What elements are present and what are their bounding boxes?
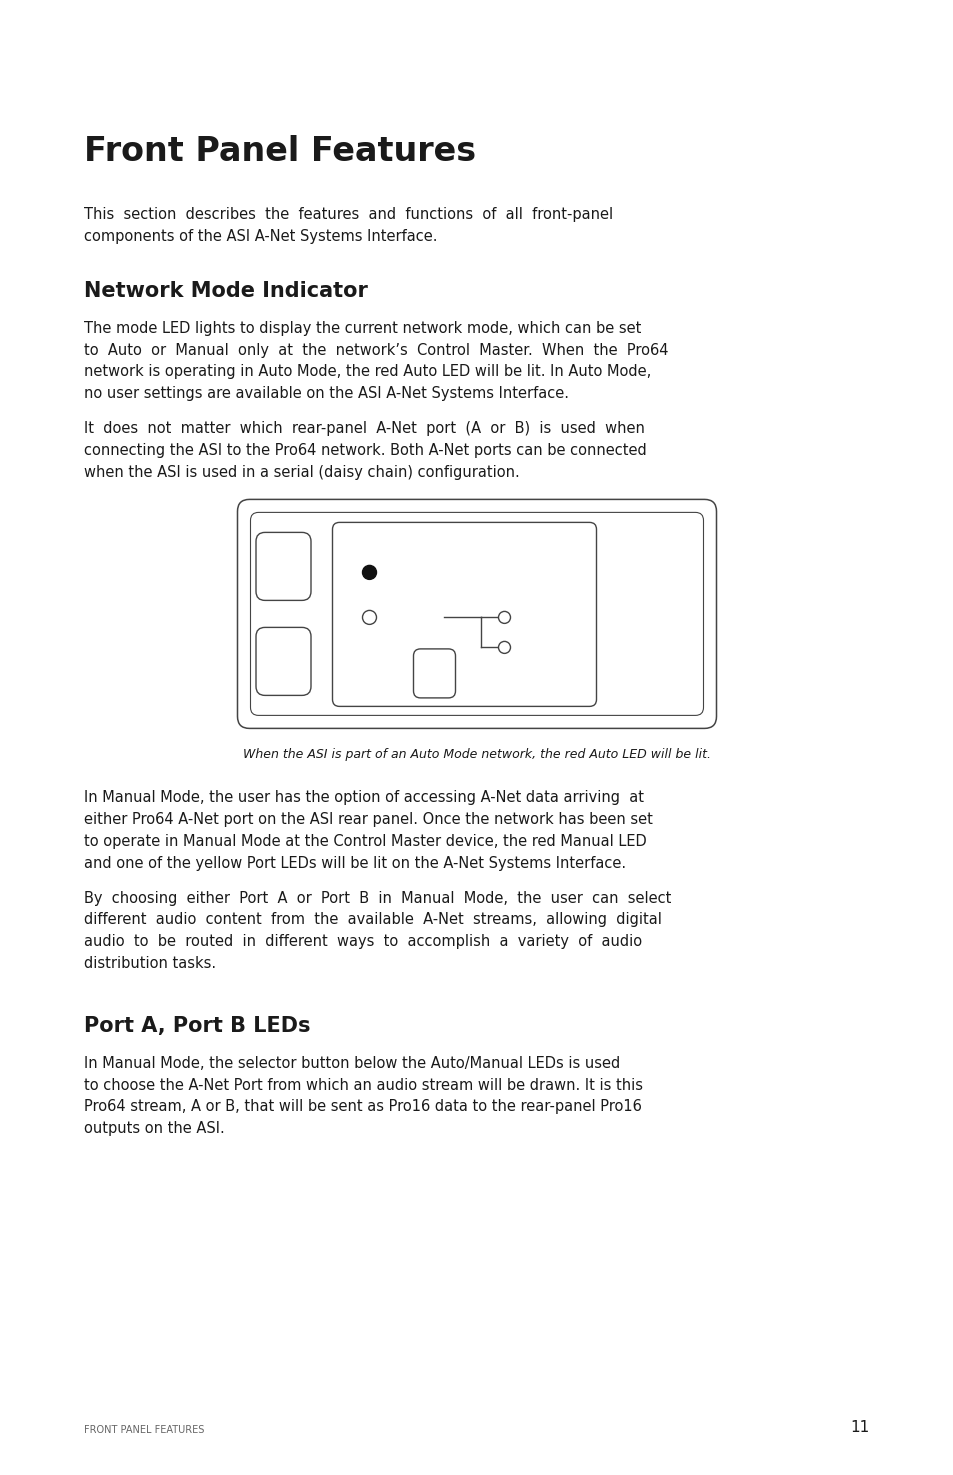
Text: FRONT PANEL FEATURES: FRONT PANEL FEATURES bbox=[85, 1425, 205, 1435]
Text: Network Mode Indicator: Network Mode Indicator bbox=[85, 280, 368, 301]
Text: either Pro64 A-Net port on the ASI rear panel. Once the network has been set: either Pro64 A-Net port on the ASI rear … bbox=[85, 813, 653, 827]
Circle shape bbox=[498, 612, 510, 624]
Text: no user settings are available on the ASI A-Net Systems Interface.: no user settings are available on the AS… bbox=[85, 386, 569, 401]
Text: to  Auto  or  Manual  only  at  the  network’s  Control  Master.  When  the  Pro: to Auto or Manual only at the network’s … bbox=[85, 342, 668, 357]
Text: Front Panel Features: Front Panel Features bbox=[85, 136, 477, 168]
Circle shape bbox=[498, 642, 510, 653]
Text: When the ASI is part of an Auto Mode network, the red Auto LED will be lit.: When the ASI is part of an Auto Mode net… bbox=[243, 748, 710, 761]
Text: Port A: Port A bbox=[515, 612, 546, 622]
Text: Auto: Auto bbox=[382, 566, 410, 578]
Text: The mode LED lights to display the current network mode, which can be set: The mode LED lights to display the curre… bbox=[85, 320, 641, 336]
Circle shape bbox=[362, 565, 376, 580]
Text: to operate in Manual Mode at the Control Master device, the red Manual LED: to operate in Manual Mode at the Control… bbox=[85, 833, 646, 850]
Text: By  choosing  either  Port  A  or  Port  B  in  Manual  Mode,  the  user  can  s: By choosing either Port A or Port B in M… bbox=[85, 891, 671, 906]
Text: In Manual Mode, the selector button below the Auto/Manual LEDs is used: In Manual Mode, the selector button belo… bbox=[85, 1056, 620, 1071]
FancyBboxPatch shape bbox=[237, 500, 716, 729]
Text: outputs on the ASI.: outputs on the ASI. bbox=[85, 1121, 225, 1136]
Text: when the ASI is used in a serial (daisy chain) configuration.: when the ASI is used in a serial (daisy … bbox=[85, 465, 519, 479]
Text: It  does  not  matter  which  rear-panel  A-Net  port  (A  or  B)  is  used  whe: It does not matter which rear-panel A-Ne… bbox=[85, 420, 644, 437]
Text: Manual: Manual bbox=[382, 611, 431, 624]
Text: different  audio  content  from  the  available  A-Net  streams,  allowing  digi: different audio content from the availab… bbox=[85, 913, 661, 928]
Text: Port B: Port B bbox=[515, 643, 546, 652]
Text: components of the ASI A-Net Systems Interface.: components of the ASI A-Net Systems Inte… bbox=[85, 229, 437, 243]
Text: connecting the ASI to the Pro64 network. Both A-Net ports can be connected: connecting the ASI to the Pro64 network.… bbox=[85, 442, 646, 457]
Text: This  section  describes  the  features  and  functions  of  all  front-panel: This section describes the features and … bbox=[85, 207, 613, 223]
FancyBboxPatch shape bbox=[255, 532, 311, 600]
Circle shape bbox=[362, 611, 376, 624]
FancyBboxPatch shape bbox=[255, 627, 311, 695]
FancyBboxPatch shape bbox=[251, 512, 702, 715]
FancyBboxPatch shape bbox=[333, 522, 596, 707]
Text: to choose the A-Net Port from which an audio stream will be drawn. It is this: to choose the A-Net Port from which an a… bbox=[85, 1078, 643, 1093]
Text: 11: 11 bbox=[849, 1420, 868, 1435]
Text: audio  to  be  routed  in  different  ways  to  accomplish  a  variety  of  audi: audio to be routed in different ways to … bbox=[85, 934, 642, 950]
Text: and one of the yellow Port LEDs will be lit on the A-Net Systems Interface.: and one of the yellow Port LEDs will be … bbox=[85, 855, 626, 870]
Text: Port A, Port B LEDs: Port A, Port B LEDs bbox=[85, 1016, 311, 1035]
Text: Pro64 stream, A or B, that will be sent as Pro16 data to the rear-panel Pro16: Pro64 stream, A or B, that will be sent … bbox=[85, 1099, 641, 1115]
Text: In Manual Mode, the user has the option of accessing A-Net data arriving  at: In Manual Mode, the user has the option … bbox=[85, 791, 644, 805]
FancyBboxPatch shape bbox=[413, 649, 455, 698]
Text: distribution tasks.: distribution tasks. bbox=[85, 956, 216, 971]
Text: network is operating in Auto Mode, the red Auto LED will be lit. In Auto Mode,: network is operating in Auto Mode, the r… bbox=[85, 364, 651, 379]
